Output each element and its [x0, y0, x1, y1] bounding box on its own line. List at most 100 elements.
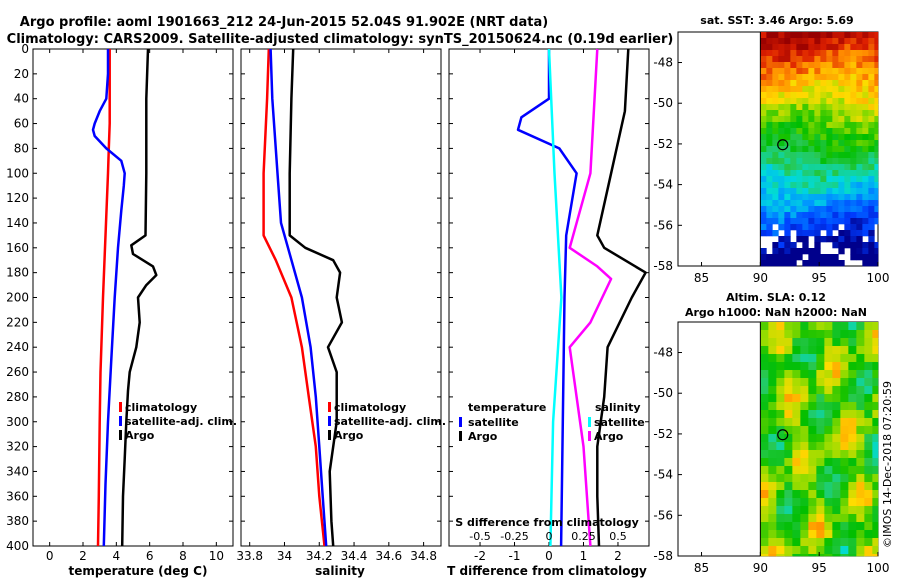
- map-cell: [874, 140, 879, 147]
- lat-tick-label: -48: [653, 346, 673, 360]
- map-cell: [792, 394, 801, 403]
- map-cell: [824, 442, 833, 451]
- map-cell: [800, 338, 809, 347]
- map-cell: [816, 338, 825, 347]
- map-cell: [844, 32, 851, 39]
- map-cell: [808, 182, 815, 189]
- map-cell: [844, 92, 851, 99]
- map-cell: [850, 62, 857, 69]
- map-cell: [862, 50, 869, 57]
- map-cell: [796, 44, 803, 51]
- map-cell: [796, 134, 803, 141]
- map-cell: [824, 402, 833, 411]
- map-cell: [826, 224, 833, 231]
- map-cell: [760, 182, 767, 189]
- map-cell: [856, 146, 863, 153]
- map-cell: [856, 346, 865, 355]
- map-cell: [790, 92, 797, 99]
- map-cell: [872, 482, 879, 491]
- map-cell: [826, 182, 833, 189]
- map-cell: [792, 354, 801, 363]
- map-cell: [776, 362, 785, 371]
- map-cell: [772, 86, 779, 93]
- map-cell: [792, 370, 801, 379]
- map-cell: [792, 426, 801, 435]
- map-cell: [856, 248, 863, 255]
- map-cell: [848, 346, 857, 355]
- map-cell: [796, 104, 803, 111]
- map-cell: [872, 546, 879, 555]
- map-cell: [824, 522, 833, 531]
- map-cell: [760, 450, 769, 459]
- map-cell: [816, 538, 825, 547]
- map-cell: [796, 164, 803, 171]
- map-cell: [760, 140, 767, 147]
- map-cell: [868, 116, 875, 123]
- map-cell: [768, 514, 777, 523]
- map-cell: [808, 74, 815, 81]
- map-cell: [868, 152, 875, 159]
- map-cell: [778, 200, 785, 207]
- map-cell: [772, 140, 779, 147]
- depth-tick-label: 300: [6, 415, 29, 429]
- map-cell: [800, 514, 809, 523]
- map-cell: [840, 450, 849, 459]
- map-cell: [820, 80, 827, 87]
- map-cell: [760, 546, 769, 555]
- map-cell: [776, 554, 785, 557]
- map-cell: [790, 32, 797, 39]
- map-cell: [838, 200, 845, 207]
- map-cell: [772, 38, 779, 45]
- map-cell: [844, 200, 851, 207]
- map-cell: [862, 86, 869, 93]
- map-cell: [796, 74, 803, 81]
- map-cell: [760, 554, 769, 557]
- map-cell: [808, 338, 817, 347]
- map-cell: [814, 194, 821, 201]
- map-cell: [874, 200, 879, 207]
- map-cell: [760, 370, 769, 379]
- map-cell: [808, 122, 815, 129]
- map-cell: [766, 128, 773, 135]
- map-cell: [856, 92, 863, 99]
- map-cell: [840, 538, 849, 547]
- map-cell: [796, 200, 803, 207]
- map-cell: [832, 386, 841, 395]
- map-cell: [838, 68, 845, 75]
- map-cell: [796, 68, 803, 75]
- map-cell: [760, 86, 767, 93]
- map-cell: [826, 170, 833, 177]
- map-cell: [784, 44, 791, 51]
- map-cell: [792, 418, 801, 427]
- map-cell: [856, 378, 865, 387]
- map-cell: [820, 170, 827, 177]
- map-cell: [838, 86, 845, 93]
- map-cell: [872, 490, 879, 499]
- map-cell: [832, 482, 841, 491]
- map-cell: [832, 152, 839, 159]
- map-cell: [772, 176, 779, 183]
- legend-swatch-argo: [119, 430, 122, 440]
- map-cell: [826, 164, 833, 171]
- map-cell: [826, 152, 833, 159]
- map-cell: [796, 98, 803, 105]
- map-cell: [802, 206, 809, 213]
- map-cell: [768, 482, 777, 491]
- map-cell: [838, 248, 845, 255]
- map-cell: [760, 410, 769, 419]
- map-cell: [802, 74, 809, 81]
- map-cell: [838, 50, 845, 57]
- map-cell: [784, 522, 793, 531]
- map-cell: [776, 514, 785, 523]
- map-cell: [776, 418, 785, 427]
- map-cell: [760, 514, 769, 523]
- map-cell: [820, 62, 827, 69]
- legend-satellite-adj: satellite-adj. clim.: [125, 415, 237, 428]
- map-cell: [766, 170, 773, 177]
- map-cell: [850, 158, 857, 165]
- map-cell: [832, 116, 839, 123]
- x-tick-label: 34.4: [341, 549, 368, 563]
- map-cell: [808, 466, 817, 475]
- map-cell: [790, 218, 797, 225]
- map-cell: [840, 354, 849, 363]
